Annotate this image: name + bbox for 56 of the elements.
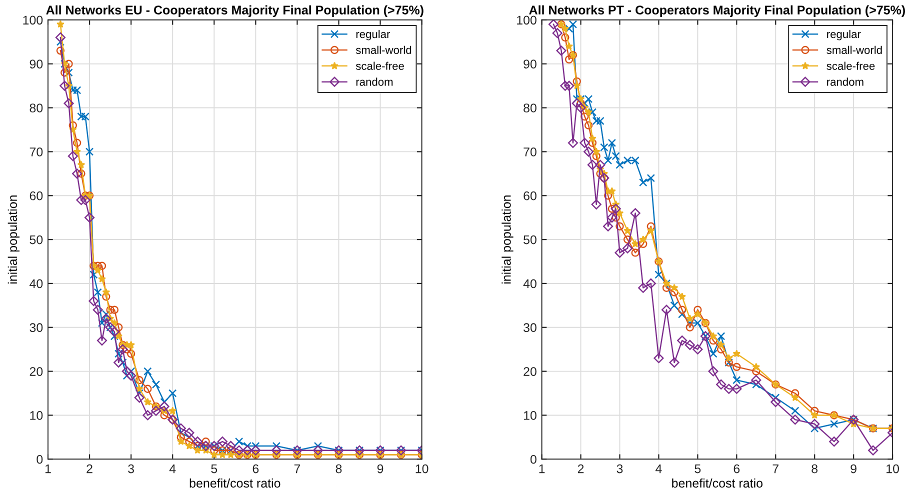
y-tick-label: 70	[524, 147, 536, 156]
y-tick-label: 90	[30, 60, 43, 68]
x-tick-label: 9	[377, 464, 384, 474]
x-tick-label: 2	[86, 464, 92, 474]
chart-title: All Networks PT - Cooperators Majority Final Population (>75%)	[529, 5, 905, 17]
legend-label: regular	[356, 30, 390, 40]
x-tick-label: 9	[850, 464, 856, 474]
x-tick-label: 5	[694, 464, 701, 474]
x-tick-label: 8	[336, 464, 342, 474]
y-tick-label: 80	[524, 104, 536, 112]
legend-label: scale-free	[826, 62, 875, 70]
legend-label: regular	[827, 30, 861, 40]
y-tick-label: 90	[524, 60, 536, 68]
x-tick-label: 5	[211, 464, 218, 474]
y-tick-label: 30	[30, 323, 43, 332]
legend-label: random	[356, 78, 393, 86]
x-tick-label: 10	[886, 464, 900, 474]
y-tick-label: 50	[524, 235, 536, 244]
y-tick-label: 40	[523, 279, 536, 288]
y-tick-label: 20	[30, 367, 43, 376]
x-tick-label: 4	[169, 464, 176, 474]
y-tick-label: 60	[30, 191, 43, 200]
y-tick-label: 0	[36, 454, 43, 464]
y-axis-title: initial population	[8, 196, 20, 284]
y-tick-label: 100	[23, 16, 43, 25]
x-tick-label: 1	[45, 464, 51, 474]
x-tick-label: 10	[416, 464, 428, 474]
y-tick-label: 30	[524, 323, 536, 332]
x-tick-label: 7	[294, 464, 300, 474]
x-tick-label: 1	[539, 464, 545, 474]
y-tick-label: 20	[524, 367, 536, 376]
legend-label: random	[827, 78, 864, 86]
x-axis-title: benefit/cost ratio	[672, 478, 763, 488]
y-tick-label: 70	[30, 147, 43, 156]
x-tick-label: 7	[772, 464, 778, 474]
y-tick-label: 40	[30, 279, 43, 288]
x-tick-label: 6	[734, 464, 740, 474]
x-tick-label: 4	[656, 464, 662, 474]
y-tick-label: 10	[524, 411, 536, 420]
y-tick-label: 100	[517, 16, 536, 25]
y-axis-title: initial population	[502, 196, 514, 284]
x-tick-label: 2	[578, 464, 584, 474]
x-tick-label: 3	[128, 464, 134, 474]
chart-title: All Networks EU - Cooperators Majority Final Population (>75%)	[46, 5, 424, 17]
legend-label: scale-free	[356, 62, 404, 70]
y-tick-label: 80	[30, 104, 43, 112]
y-tick-label: 60	[524, 191, 536, 200]
y-tick-label: 50	[30, 235, 43, 244]
x-tick-label: 3	[616, 464, 623, 474]
x-tick-label: 6	[252, 464, 259, 474]
x-tick-label: 8	[812, 464, 818, 474]
y-tick-label: 0	[530, 454, 536, 464]
y-tick-label: 10	[30, 411, 43, 420]
legend-label: small-world	[826, 46, 882, 54]
legend-label: small-world	[356, 46, 412, 54]
x-axis-title: benefit/cost ratio	[190, 478, 280, 488]
